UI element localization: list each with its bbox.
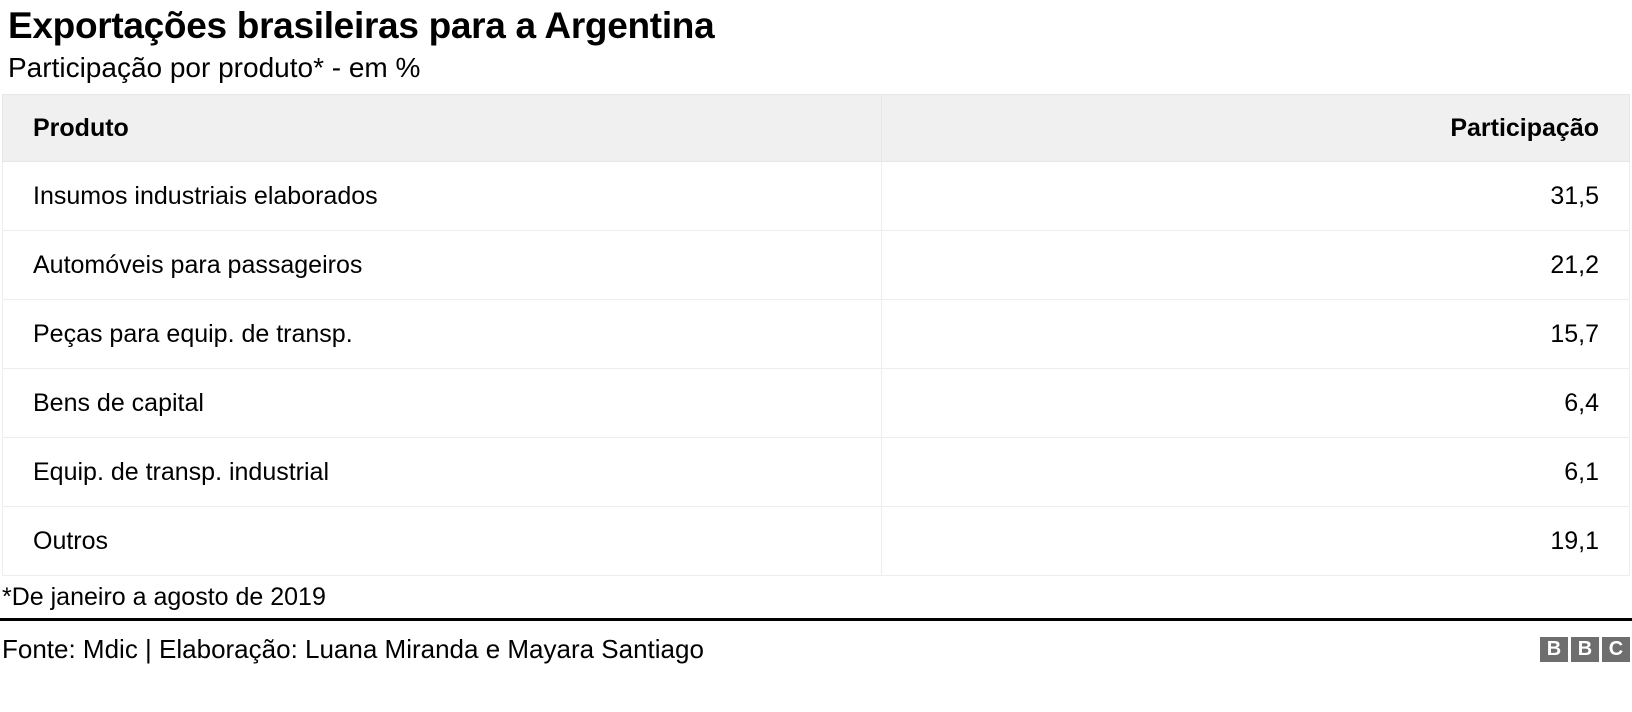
table-row: Insumos industriais elaborados 31,5 — [2, 161, 1630, 231]
table-row: Bens de capital 6,4 — [2, 368, 1630, 438]
data-table-container: Produto Participação Insumos industriais… — [0, 94, 1632, 576]
cell-produto: Peças para equip. de transp. — [2, 299, 882, 369]
page-subtitle: Participação por produto* - em % — [8, 52, 421, 83]
column-header-participacao: Participação — [881, 94, 1630, 162]
table-row: Equip. de transp. industrial 6,1 — [2, 437, 1630, 507]
table-row: Outros 19,1 — [2, 506, 1630, 576]
table-row: Automóveis para passageiros 21,2 — [2, 230, 1630, 300]
heading-block: Exportações brasileiras para a Argentina… — [0, 0, 1632, 86]
cell-participacao: 21,2 — [881, 230, 1630, 300]
cell-produto: Equip. de transp. industrial — [2, 437, 882, 507]
cell-produto: Outros — [2, 506, 882, 576]
cell-produto: Automóveis para passageiros — [2, 230, 882, 300]
bbc-logo-letter-3: C — [1602, 636, 1630, 662]
bbc-logo-letter-1: B — [1540, 636, 1568, 662]
participation-table: Produto Participação Insumos industriais… — [2, 94, 1630, 576]
table-header: Produto Participação — [2, 94, 1630, 162]
page-title: Exportações brasileiras para a Argentina — [8, 5, 715, 46]
bbc-logo-letter-2: B — [1571, 636, 1599, 662]
cell-produto: Insumos industriais elaborados — [2, 161, 882, 231]
cell-participacao: 6,1 — [881, 437, 1630, 507]
cell-participacao: 31,5 — [881, 161, 1630, 231]
table-row: Peças para equip. de transp. 15,7 — [2, 299, 1630, 369]
cell-participacao: 15,7 — [881, 299, 1630, 369]
cell-produto: Bens de capital — [2, 368, 882, 438]
source-credit: Fonte: Mdic | Elaboração: Luana Miranda … — [2, 634, 704, 664]
column-header-produto: Produto — [2, 94, 882, 162]
cell-participacao: 6,4 — [881, 368, 1630, 438]
cell-participacao: 19,1 — [881, 506, 1630, 576]
table-header-row: Produto Participação — [2, 94, 1630, 162]
table-footnote: *De janeiro a agosto de 2019 — [2, 583, 326, 611]
table-body: Insumos industriais elaborados 31,5 Auto… — [2, 161, 1630, 576]
bbc-logo: B B C — [1540, 636, 1632, 662]
chart-footer: Fonte: Mdic | Elaboração: Luana Miranda … — [0, 618, 1632, 665]
